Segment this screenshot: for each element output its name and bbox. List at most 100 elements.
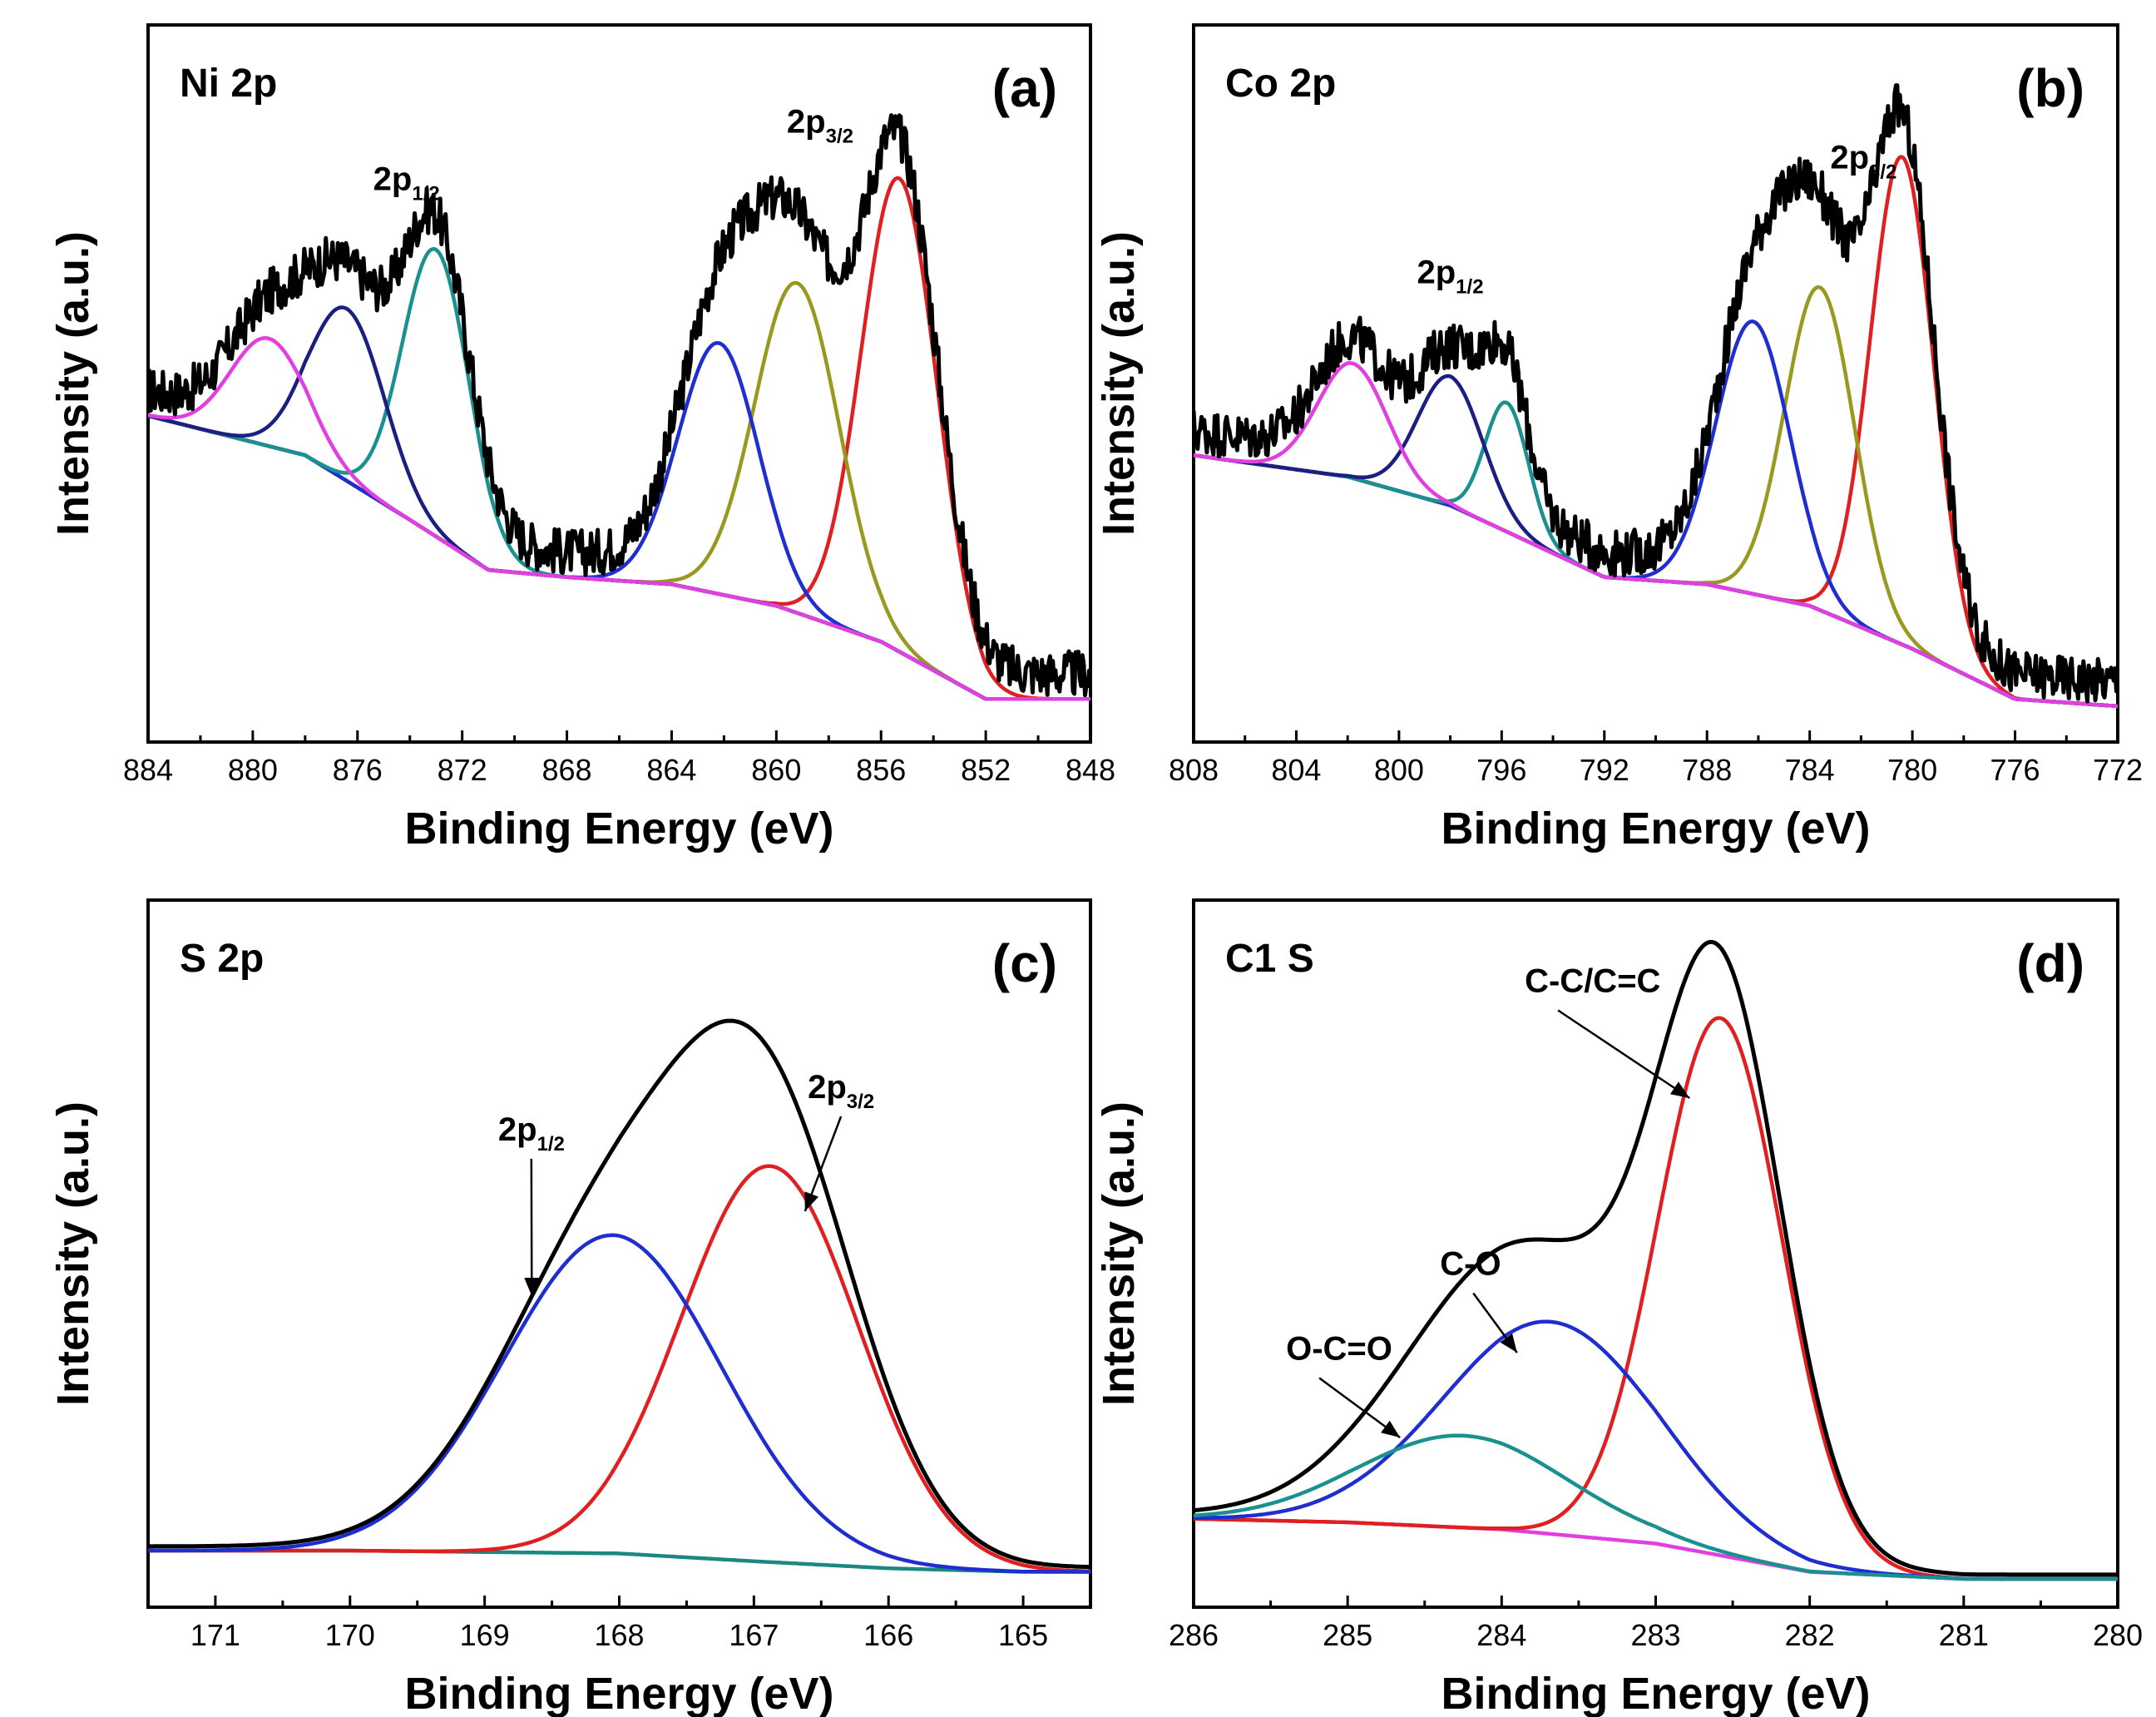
peak-label: 2p3/2 [808,1069,874,1113]
component-s-2p1-2 [148,1233,1090,1574]
peak-label: 2p1/2 [1417,254,1483,298]
plot-frame [146,23,1092,744]
x-tick-label: 167 [729,1618,779,1652]
x-tick-label: 808 [1169,753,1219,787]
raw-spectrum [1194,939,2118,1577]
curves [148,1018,1090,1574]
x-tick-label: 800 [1374,753,1424,787]
peak-label-main: C-O [1440,1246,1501,1283]
component-ni-2p1-2-satellite-2 [148,336,1090,701]
x-tick-label: 868 [542,753,592,787]
plot-frame [1192,23,2119,744]
x-tick-label: 280 [2093,1618,2143,1652]
y-axis-label: Intensity (a.u.) [1094,231,1144,536]
panel-a: 884 880 876 872 868 864 860 856 852 848 Binding En… [48,23,1115,854]
arrow-head [524,1277,540,1296]
component-o-c-o [1194,1433,2118,1581]
x-tick-label: 872 [438,753,487,787]
peak-label-main: C-C/C=C [1525,963,1660,1000]
raw-spectrum [148,1018,1090,1570]
x-tick-label: 864 [646,753,696,787]
peak-label-main: 2p [1830,139,1869,176]
panel-letter: (d) [2016,933,2084,993]
plot-frame [1192,898,2119,1609]
arrow-head [804,1191,819,1211]
x-tick-label: 282 [1785,1618,1835,1652]
x-tick-label: 772 [2093,753,2143,787]
x-tick-label: 848 [1066,753,1115,787]
peak-label: 2p3/2 [787,103,853,147]
x-tick-label: 880 [228,753,278,787]
peak-label-sub: 3/2 [1869,161,1896,183]
peak-label-main: 2p [373,161,413,197]
x-tick-label: 884 [123,753,173,787]
peak-label-main: 2p [787,103,826,140]
peak-label-sub: 3/2 [847,1091,874,1113]
x-tick-label: 170 [325,1618,375,1652]
peak-label: O-C=O [1286,1331,1392,1368]
x-tick-label: 285 [1323,1618,1372,1652]
panel-title: C1 S [1225,937,1314,981]
panel-letter: (b) [2016,58,2084,118]
arrow-head [1669,1081,1690,1098]
x-tick-label: 283 [1630,1618,1680,1652]
x-axis-label: Binding Energy (eV) [404,1669,833,1717]
arrow-head [1500,1333,1517,1353]
x-tick-label: 788 [1682,753,1732,787]
curves [1194,83,2118,709]
peak-label-main: 2p [808,1069,847,1106]
panel-title: Co 2p [1225,62,1336,106]
x-axis-label: Binding Energy (eV) [404,804,833,854]
component-s-2p3-2 [148,1164,1090,1574]
panel-b: 808 804 800 796 792 788 784 780 776 772 Binding En… [1094,23,2143,854]
plot-frame [146,898,1092,1609]
peak-label-sub: 1/2 [1456,275,1483,298]
x-tick-label: 169 [460,1618,510,1652]
peak-label: 2p3/2 [1830,139,1896,183]
x-tick-label: 852 [961,753,1011,787]
y-axis-label: Intensity (a.u.) [1094,1101,1144,1406]
panel-title: Ni 2p [180,62,277,106]
x-tick-label: 856 [856,753,906,787]
x-axis-label: Binding Energy (eV) [1441,804,1870,854]
x-tick-label: 286 [1169,1618,1219,1652]
curves [1194,939,2118,1581]
peak-label: C-O [1440,1246,1501,1283]
x-tick-label: 281 [1939,1618,1989,1652]
x-tick-label: 284 [1476,1618,1526,1652]
component-co-2p1-2-satellite-2 [1194,361,2118,709]
component-ni-2p1-2-satellite [148,305,1090,701]
x-tick-label: 860 [751,753,801,787]
x-tick-label: 776 [1990,753,2040,787]
y-axis-label: Intensity (a.u.) [48,1101,98,1406]
panel-letter: (a) [992,58,1057,118]
x-tick-label: 168 [594,1618,644,1652]
y-axis-label: Intensity (a.u.) [48,231,98,536]
peak-label-main: 2p [498,1111,537,1148]
x-tick-label: 166 [863,1618,913,1652]
panel-d: 286 285 284 283 282 281 280 Binding Energy (eV)… [1094,898,2143,1717]
x-tick-label: 165 [998,1618,1048,1652]
x-tick-label: 876 [333,753,383,787]
x-tick-label: 796 [1476,753,1526,787]
peak-label: C-C/C=C [1525,963,1660,1000]
panel-c: 171 170 169 168 167 166 165 Binding Energy (eV)… [48,898,1092,1717]
component-co-2p3-2-main [1194,155,2118,709]
x-tick-label: 792 [1580,753,1629,787]
panel-title: S 2p [180,937,264,981]
annotation-arrow [1557,1009,1690,1100]
x-tick-label: 804 [1271,753,1321,787]
peak-label-sub: 1/2 [537,1133,565,1155]
arrow-head [1381,1420,1401,1437]
x-tick-label: 784 [1785,753,1835,787]
panel-letter: (c) [992,933,1057,993]
x-axis-label: Binding Energy (eV) [1441,1669,1870,1717]
curves [148,113,1090,701]
peak-label: 2p1/2 [373,161,440,205]
peak-label: 2p1/2 [498,1111,565,1155]
x-tick-label: 780 [1887,753,1937,787]
x-tick-label: 171 [190,1618,240,1652]
raw-spectrum [148,113,1090,698]
peak-label-main: 2p [1417,254,1456,290]
